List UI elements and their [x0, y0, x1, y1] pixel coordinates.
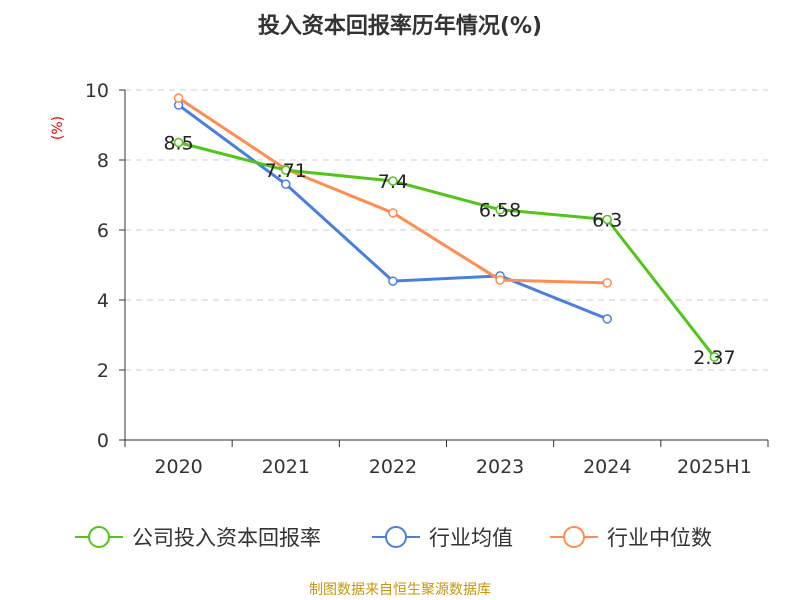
- data-point: [495, 275, 505, 285]
- y-tick-label: 2: [97, 360, 109, 382]
- data-label: 6.58: [479, 200, 521, 222]
- data-label: 6.3: [592, 210, 622, 232]
- data-label: 7.71: [265, 160, 307, 182]
- data-point: [388, 208, 398, 218]
- data-point: [602, 214, 612, 225]
- y-tick-label: 6: [97, 220, 109, 242]
- chart-title: 投入资本回报率历年情况(%): [258, 13, 542, 39]
- legend-marker: [385, 526, 407, 548]
- legend-label: 行业均值: [429, 526, 513, 550]
- y-tick-label: 8: [97, 150, 109, 172]
- data-point: [709, 352, 720, 362]
- data-point: [602, 278, 612, 288]
- x-tick-label: 2022: [369, 456, 417, 478]
- x-tick-label: 2023: [476, 456, 524, 478]
- legend-label: 行业中位数: [607, 526, 712, 550]
- x-tick-label: 2024: [583, 456, 631, 478]
- y-tick-label: 0: [97, 430, 109, 452]
- data-point: [281, 179, 291, 189]
- data-point: [388, 176, 398, 186]
- legend-marker: [563, 526, 585, 548]
- source-note: 制图数据来自恒生聚源数据库: [309, 582, 491, 598]
- data-label: 8.5: [163, 133, 193, 155]
- x-tick-label: 2020: [154, 456, 202, 478]
- data-point: [602, 314, 612, 324]
- legend-marker: [88, 526, 110, 548]
- y-tick-label: 4: [97, 290, 109, 312]
- x-tick-label: 2021: [262, 456, 310, 478]
- data-point: [388, 276, 398, 286]
- data-point: [281, 165, 291, 175]
- data-point: [173, 93, 184, 103]
- data-point: [173, 137, 184, 148]
- series-line: [178, 141, 716, 358]
- x-tick-label: 2025H1: [677, 456, 752, 478]
- legend-label: 公司投入资本回报率: [132, 526, 321, 550]
- y-axis-label: (%): [50, 116, 66, 140]
- data-point: [495, 204, 505, 215]
- data-label: 2.37: [693, 347, 735, 369]
- data-label: 7.4: [378, 171, 408, 193]
- y-tick-label: 10: [85, 80, 109, 102]
